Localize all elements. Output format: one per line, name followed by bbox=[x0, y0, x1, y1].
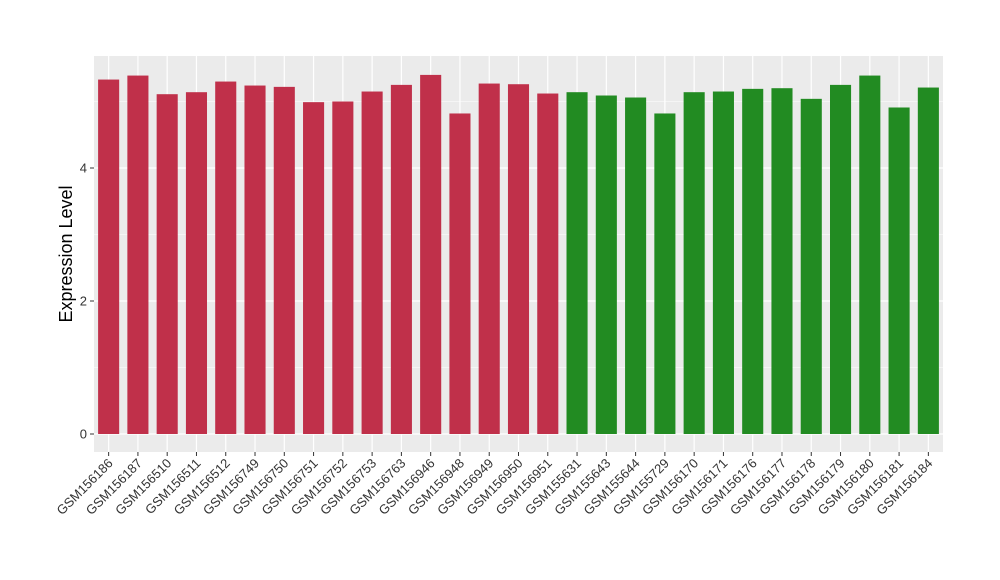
y-tick-label: 2 bbox=[80, 294, 87, 309]
bar-GSM155643 bbox=[595, 95, 617, 434]
bar-GSM156949 bbox=[478, 83, 500, 435]
bar-GSM156512 bbox=[215, 81, 237, 435]
bar-GSM156752 bbox=[332, 101, 354, 434]
x-axis: GSM156186GSM156187GSM156510GSM156511GSM1… bbox=[54, 452, 935, 518]
bar-GSM156181 bbox=[888, 107, 910, 435]
bar-GSM156749 bbox=[244, 85, 266, 434]
bar-GSM156763 bbox=[390, 84, 412, 435]
bar-GSM156750 bbox=[273, 86, 295, 435]
bar-GSM156177 bbox=[771, 88, 793, 434]
bar-GSM156187 bbox=[127, 75, 149, 434]
bar-GSM156176 bbox=[742, 88, 764, 435]
bar-GSM156510 bbox=[156, 94, 178, 434]
bar-GSM155729 bbox=[654, 113, 676, 434]
bar-GSM156946 bbox=[420, 74, 442, 435]
y-tick-label: 4 bbox=[80, 161, 87, 176]
bar-GSM156180 bbox=[859, 75, 881, 434]
bar-GSM156751 bbox=[303, 102, 325, 434]
bar-GSM156511 bbox=[185, 92, 208, 434]
bar-GSM156179 bbox=[830, 84, 852, 435]
bar-GSM156178 bbox=[800, 98, 822, 434]
bar-GSM156950 bbox=[507, 84, 530, 435]
bar-GSM155631 bbox=[566, 92, 588, 434]
y-tick-label: 0 bbox=[80, 427, 87, 442]
bar-GSM155644 bbox=[625, 97, 647, 434]
bar-GSM156951 bbox=[537, 93, 559, 435]
bar-GSM156184 bbox=[917, 87, 939, 434]
bar-GSM156171 bbox=[712, 91, 734, 435]
bars bbox=[98, 74, 939, 435]
bar-GSM156170 bbox=[683, 92, 705, 434]
bar-GSM156753 bbox=[361, 91, 383, 435]
bar-GSM156186 bbox=[98, 79, 120, 434]
bar-GSM156948 bbox=[449, 113, 471, 434]
y-axis-title: Expression Level bbox=[56, 185, 76, 322]
y-axis: 0 2 4 bbox=[80, 161, 94, 442]
